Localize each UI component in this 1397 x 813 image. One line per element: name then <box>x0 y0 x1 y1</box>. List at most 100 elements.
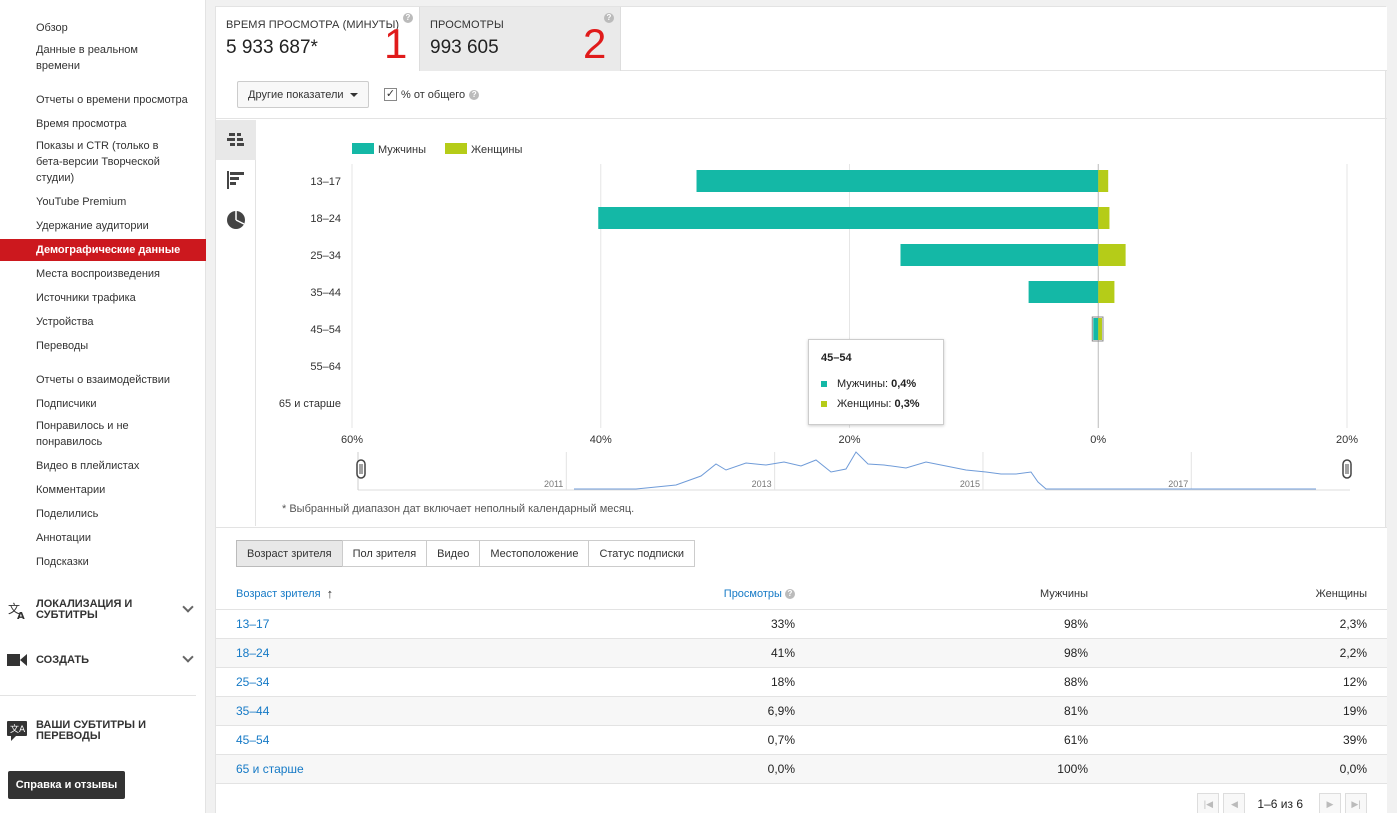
sidebar-item-youtube-premium[interactable]: YouTube Premium <box>36 196 127 208</box>
sidebar-item-audience-retention[interactable]: Удержание аудитории <box>36 220 149 232</box>
tab-viewer-gender[interactable]: Пол зрителя <box>341 540 428 567</box>
cell-age[interactable]: 45–54 <box>236 733 270 747</box>
sidebar-divider <box>0 695 196 696</box>
metric-card-views[interactable]: ПРОСМОТРЫ 993 605 ? <box>419 7 621 71</box>
sidebar-item-impressions-ctr[interactable]: Показы и CTR (только в бета-версии Творч… <box>36 140 160 184</box>
report-table-section: Возраст зрителя Пол зрителя Видео Местоп… <box>216 527 1387 813</box>
help-icon[interactable]: ? <box>403 13 413 23</box>
cell-female: 0,0% <box>1339 762 1367 776</box>
pagination-text: 1–6 из 6 <box>1257 797 1303 811</box>
sidebar-item-traffic-sources[interactable]: Источники трафика <box>36 292 136 304</box>
cell-age[interactable]: 25–34 <box>236 675 270 689</box>
sidebar-item-demographics[interactable]: Демографические данные <box>0 239 206 261</box>
sidebar-item-playback-locations[interactable]: Места воспроизведения <box>36 268 161 280</box>
sidebar-item-realtime[interactable]: Данные в реальном времени <box>36 44 138 72</box>
prev-page-button[interactable]: ◀ <box>1223 793 1246 813</box>
sidebar-item-cards[interactable]: Подсказки <box>36 556 89 568</box>
x-tick-label: 60% <box>341 434 363 446</box>
tab-viewer-age[interactable]: Возраст зрителя <box>236 540 343 567</box>
tooltip-title: 45–54 <box>821 352 852 364</box>
bar-male <box>696 170 1099 192</box>
first-page-button[interactable]: |◀ <box>1197 793 1220 813</box>
percent-of-total-option: ✓ % от общего ? <box>384 88 480 101</box>
cell-female: 39% <box>1342 733 1367 747</box>
sidebar-item-watch-reports[interactable]: Отчеты о времени просмотра <box>36 94 188 106</box>
metric-value: 993 605 <box>430 37 499 58</box>
sidebar-item-playlists[interactable]: Видео в плейлистах <box>36 460 140 472</box>
column-header-age[interactable]: Возраст зрителя ↑ <box>236 578 333 609</box>
cell-age[interactable]: 35–44 <box>236 704 270 718</box>
sidebar-item-overview[interactable]: Обзор <box>36 22 68 34</box>
pyramid-icon <box>227 133 244 146</box>
timeline-end-handle <box>1342 459 1352 479</box>
date-range-timeline[interactable]: 2011 2013 2015 2017 <box>356 451 1352 491</box>
tooltip-label: Женщины: <box>837 398 892 410</box>
tooltip-value: 0,3% <box>894 398 920 410</box>
cell-views: 0,0% <box>767 762 795 776</box>
sidebar-item-watch-time[interactable]: Время просмотра <box>36 118 127 130</box>
other-metrics-dropdown[interactable]: Другие показатели <box>237 81 369 108</box>
metric-card-watch-time[interactable]: ВРЕМЯ ПРОСМОТРА (МИНУТЫ) 5 933 687* ? <box>216 7 419 71</box>
sidebar-item-translations[interactable]: Переводы <box>36 340 89 352</box>
bar-view-button[interactable] <box>216 160 256 200</box>
chart-toolbar: Другие показатели ✓ % от общего ? <box>216 71 1387 119</box>
table-header-row: Возраст зрителя ↑ Просмотры ? Мужчины Жен… <box>216 578 1387 610</box>
sidebar-group-label: ВАШИ СУБТИТРЫ И ПЕРЕВОДЫ <box>36 719 147 742</box>
sidebar-group-create[interactable]: СОЗДАТЬ <box>6 645 202 675</box>
tab-video[interactable]: Видео <box>426 540 481 567</box>
column-header-male: Мужчины <box>1039 587 1088 600</box>
sidebar-group-your-subtitles[interactable]: 文A ВАШИ СУБТИТРЫ И ПЕРЕВОДЫ <box>6 716 202 746</box>
help-icon[interactable]: ? <box>785 588 795 599</box>
svg-text:A: A <box>17 611 25 620</box>
main-panel: ВРЕМЯ ПРОСМОТРА (МИНУТЫ) 5 933 687* ? ПР… <box>215 6 1387 813</box>
sidebar-item-likes-dislikes[interactable]: Понравилось и не понравилось <box>36 420 129 448</box>
cell-male: 98% <box>1063 646 1088 660</box>
chart-bars <box>598 170 1126 342</box>
bar-list-icon <box>227 171 244 189</box>
category-label: 65 и старше <box>279 398 341 410</box>
cell-views: 18% <box>770 675 795 689</box>
bar-male <box>900 244 1099 266</box>
chevron-down-icon <box>182 601 194 613</box>
sidebar-item-devices[interactable]: Устройства <box>36 316 94 328</box>
cell-female: 2,2% <box>1339 646 1367 660</box>
bar-male <box>1028 281 1099 303</box>
tab-geography[interactable]: Местоположение <box>479 540 590 567</box>
help-icon[interactable]: ? <box>604 13 614 23</box>
sidebar-item-engagement-reports[interactable]: Отчеты о взаимодействии <box>36 374 171 386</box>
cell-age[interactable]: 65 и старше <box>236 762 304 776</box>
cell-female: 19% <box>1342 704 1367 718</box>
sidebar-item-comments[interactable]: Комментарии <box>36 484 106 496</box>
cell-age[interactable]: 13–17 <box>236 617 270 631</box>
sidebar-item-shares[interactable]: Поделились <box>36 508 99 520</box>
timeline-start-handle <box>356 459 366 479</box>
percent-of-total-checkbox[interactable]: ✓ <box>384 88 397 101</box>
category-labels: 13–17 18–24 25–34 35–44 45–54 55–64 65 и старш… <box>279 176 341 410</box>
help-icon[interactable]: ? <box>469 89 480 100</box>
next-page-button[interactable]: ▶ <box>1319 793 1341 813</box>
dimension-tabs: Возраст зрителя Пол зрителя Видео Местоп… <box>236 540 696 567</box>
column-header-views[interactable]: Просмотры ? <box>724 578 795 609</box>
column-header-label[interactable]: Возраст зрителя <box>236 587 321 600</box>
cell-age[interactable]: 18–24 <box>236 646 270 660</box>
x-tick-labels: 60% 40% 20% 0% 20% <box>341 434 1358 446</box>
last-page-button[interactable]: ▶| <box>1345 793 1367 813</box>
tooltip-label: Мужчины: <box>837 378 889 390</box>
sidebar-item-subscribers[interactable]: Подписчики <box>36 398 97 410</box>
help-feedback-button[interactable]: Справка и отзывы <box>8 771 125 799</box>
sort-up-icon[interactable]: ↑ <box>326 586 334 601</box>
sidebar-item-annotations[interactable]: Аннотации <box>36 532 91 544</box>
tab-subscription-status[interactable]: Статус подписки <box>588 540 696 567</box>
cell-male: 100% <box>1057 762 1088 776</box>
bar-male <box>1093 318 1099 340</box>
table-row: 35–44 6,9% 81% 19% <box>216 697 1387 726</box>
bar-male <box>598 207 1099 229</box>
column-header-label[interactable]: Просмотры <box>723 587 782 600</box>
pie-view-button[interactable] <box>216 200 256 240</box>
svg-text:文A: 文A <box>10 723 26 735</box>
sidebar-group-label: СОЗДАТЬ <box>36 653 89 666</box>
pyramid-view-button[interactable] <box>216 120 256 160</box>
metric-label: ПРОСМОТРЫ <box>430 19 504 31</box>
category-label: 35–44 <box>310 287 341 299</box>
